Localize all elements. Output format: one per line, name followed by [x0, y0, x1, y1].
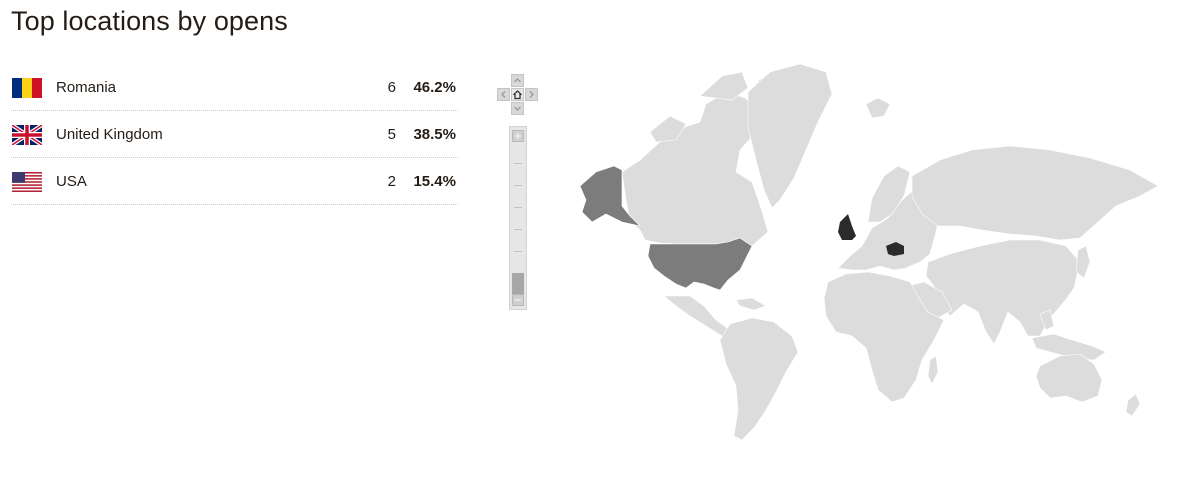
open-percent: 38.5% — [413, 126, 456, 143]
region-south-america — [719, 317, 799, 441]
open-count: 2 — [387, 173, 396, 190]
region-australia — [1035, 353, 1103, 403]
pan-right-icon — [529, 91, 534, 98]
region-canada — [621, 91, 769, 247]
region-southeast-asia — [1031, 309, 1107, 361]
pan-up-icon — [514, 78, 521, 83]
home-icon — [513, 90, 522, 100]
pan-left-button[interactable] — [497, 88, 510, 101]
pan-right-button[interactable] — [525, 88, 538, 101]
region-russia — [911, 145, 1159, 241]
location-row-romania: Romania 6 46.2% — [11, 64, 458, 111]
map-zoom-slider[interactable] — [509, 126, 527, 310]
zoom-out-button[interactable] — [512, 294, 524, 306]
usa-flag-icon — [12, 172, 42, 192]
pan-down-icon — [514, 106, 521, 111]
location-row-united-kingdom: United Kingdom 5 38.5% — [11, 111, 458, 158]
page-title: Top locations by opens — [11, 6, 288, 36]
land-shapes — [621, 64, 1159, 441]
zoom-tick — [514, 207, 522, 208]
zoom-in-icon — [515, 133, 521, 139]
open-percent: 46.2% — [413, 79, 456, 96]
open-count: 5 — [387, 126, 396, 143]
region-romania — [886, 242, 904, 256]
highlight-shapes — [579, 165, 904, 291]
world-map — [496, 64, 1176, 464]
romania-flag-icon — [12, 78, 42, 98]
region-asia-south — [925, 239, 1081, 345]
pan-home-button[interactable] — [511, 88, 524, 101]
zoom-tick — [514, 229, 522, 230]
pan-up-button[interactable] — [511, 74, 524, 87]
uk-flag-icon — [12, 125, 42, 145]
zoom-level-handle[interactable] — [512, 273, 524, 295]
region-usa-alaska — [579, 165, 641, 227]
region-iceland — [865, 97, 891, 119]
locations-list: Romania 6 46.2% United Kingdom 5 38.5% U… — [11, 64, 458, 205]
region-new-zealand — [1125, 393, 1141, 417]
open-count: 6 — [387, 79, 396, 96]
region-scandinavia — [867, 165, 911, 223]
region-usa — [647, 237, 753, 291]
pan-down-button[interactable] — [511, 102, 524, 115]
pan-left-icon — [501, 91, 506, 98]
open-percent: 15.4% — [413, 173, 456, 190]
region-caribbean — [735, 297, 767, 311]
zoom-tick — [514, 251, 522, 252]
zoom-out-icon — [515, 299, 521, 301]
map-pan-control — [496, 74, 540, 116]
region-africa — [823, 271, 945, 403]
location-row-usa: USA 2 15.4% — [11, 158, 458, 205]
region-united-kingdom — [838, 214, 856, 240]
country-name: USA — [56, 173, 87, 190]
zoom-tick — [514, 163, 522, 164]
region-japan — [1075, 245, 1091, 279]
zoom-in-button[interactable] — [512, 130, 524, 142]
country-name: United Kingdom — [56, 126, 163, 143]
world-map-svg — [579, 64, 1159, 441]
zoom-tick — [514, 185, 522, 186]
country-name: Romania — [56, 79, 117, 96]
region-greenland — [747, 64, 833, 209]
region-madagascar — [927, 355, 939, 385]
